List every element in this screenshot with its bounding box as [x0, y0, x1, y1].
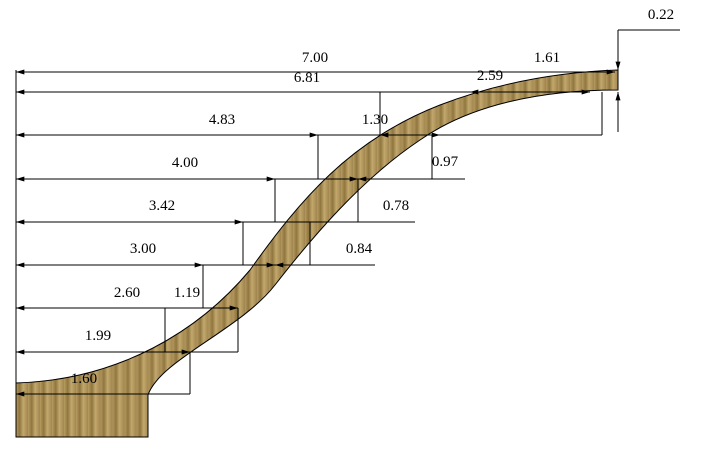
dimension-labels: 7.00 1.61 0.22 6.81 2.59 4.83 1.30 4.00 …: [71, 7, 674, 387]
dimension-label: 7.00: [302, 50, 328, 66]
dimension-label: 4.83: [209, 112, 235, 128]
dimension-label: 2.60: [114, 285, 140, 301]
dimension-label: 1.30: [362, 112, 388, 128]
dimension-label: 1.61: [534, 50, 560, 66]
dimension-label: 0.22: [648, 7, 674, 23]
dimension-label: 0.97: [432, 154, 459, 170]
dimension-label: 0.84: [346, 241, 373, 257]
dimension-label: 0.78: [383, 198, 409, 214]
dimension-label: 3.00: [130, 241, 156, 257]
wood-profile: [15, 69, 619, 438]
dimension-label: 1.60: [71, 371, 97, 387]
dimension-label: 1.99: [85, 328, 111, 344]
dimension-label: 3.42: [149, 198, 175, 214]
dimension-lines: [15, 29, 680, 437]
dimension-label: 1.19: [174, 285, 200, 301]
dimension-label: 6.81: [294, 70, 320, 86]
dimension-label: 2.59: [477, 68, 503, 84]
dimension-label: 4.00: [172, 155, 198, 171]
